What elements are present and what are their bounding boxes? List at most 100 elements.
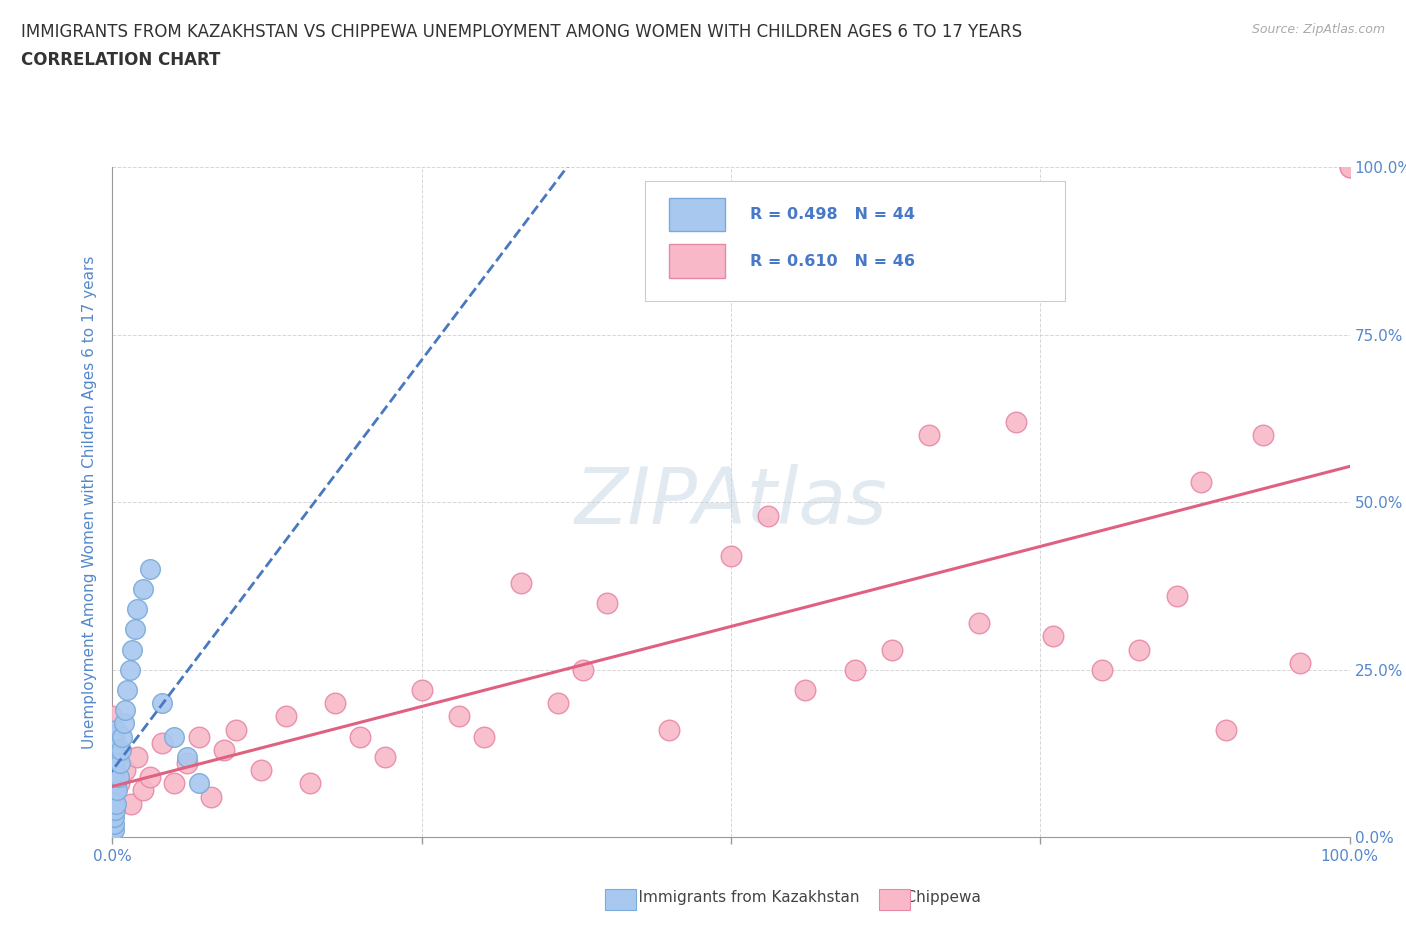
Point [188, 729, 211, 744]
Point [121, 642, 143, 657]
Y-axis label: Unemployment Among Women with Children Ages 6 to 17 years: Unemployment Among Women with Children A… [82, 256, 97, 749]
Point [163, 776, 186, 790]
Point [349, 729, 371, 744]
Point [101, 809, 124, 824]
Point [274, 709, 297, 724]
Point [124, 622, 146, 637]
Point [472, 729, 495, 744]
Point [103, 783, 125, 798]
Point [374, 750, 396, 764]
Bar [669, 245, 725, 278]
Point [112, 716, 135, 731]
Bar [669, 197, 725, 231]
Point [150, 696, 173, 711]
Point [127, 750, 149, 764]
Point [101, 830, 124, 844]
Point [110, 742, 132, 757]
Point [323, 696, 346, 711]
Point [105, 796, 128, 811]
Point [127, 602, 149, 617]
Point [105, 750, 128, 764]
Point [107, 750, 129, 764]
Point [118, 662, 141, 677]
Point [150, 736, 173, 751]
Point [1042, 629, 1064, 644]
Point [1128, 642, 1150, 657]
Point [200, 790, 222, 804]
Point [111, 729, 134, 744]
Point [105, 776, 128, 790]
Text: IMMIGRANTS FROM KAZAKHSTAN VS CHIPPEWA UNEMPLOYMENT AMONG WOMEN WITH CHILDREN AG: IMMIGRANTS FROM KAZAKHSTAN VS CHIPPEWA U… [21, 23, 1022, 41]
Point [103, 742, 125, 757]
Point [138, 562, 160, 577]
Point [132, 783, 155, 798]
Point [176, 750, 198, 764]
Point [107, 783, 129, 798]
Point [101, 803, 124, 817]
Point [104, 803, 127, 817]
Point [120, 796, 142, 811]
Text: CORRELATION CHART: CORRELATION CHART [21, 51, 221, 69]
Point [1339, 160, 1361, 175]
Point [132, 582, 155, 597]
Point [1215, 723, 1237, 737]
Point [107, 776, 129, 790]
Point [114, 702, 136, 717]
Point [114, 763, 136, 777]
Point [212, 742, 235, 757]
Text: R = 0.498   N = 44: R = 0.498 N = 44 [749, 206, 915, 221]
Point [1339, 160, 1361, 175]
Point [1091, 662, 1114, 677]
Point [103, 756, 125, 771]
Point [596, 595, 619, 610]
Point [756, 508, 779, 523]
Point [447, 709, 470, 724]
Point [250, 763, 273, 777]
Point [101, 790, 124, 804]
Point [299, 776, 322, 790]
FancyBboxPatch shape [644, 180, 1066, 301]
Text: Chippewa: Chippewa [886, 890, 980, 905]
Text: Source: ZipAtlas.com: Source: ZipAtlas.com [1251, 23, 1385, 36]
Point [1289, 656, 1312, 671]
Point [101, 817, 124, 831]
Point [103, 769, 125, 784]
Point [104, 763, 127, 777]
Point [163, 729, 186, 744]
Point [103, 809, 125, 824]
Point [107, 769, 129, 784]
Point [108, 756, 131, 771]
Point [103, 796, 125, 811]
Point [225, 723, 247, 737]
Point [411, 683, 433, 698]
Point [188, 776, 211, 790]
Point [103, 729, 125, 744]
Point [1166, 589, 1188, 604]
Point [176, 756, 198, 771]
Point [103, 823, 125, 838]
Point [117, 683, 139, 698]
Point [967, 616, 990, 631]
Point [571, 662, 593, 677]
Point [844, 662, 866, 677]
Point [138, 769, 160, 784]
Point [658, 723, 681, 737]
Point [880, 642, 903, 657]
Point [105, 723, 128, 737]
Point [720, 549, 742, 564]
Point [103, 817, 125, 831]
Text: Immigrants from Kazakhstan: Immigrants from Kazakhstan [619, 890, 859, 905]
Point [794, 683, 817, 698]
Point [104, 736, 127, 751]
Point [1004, 415, 1026, 430]
Point [1189, 474, 1212, 489]
Point [104, 783, 127, 798]
Point [918, 428, 941, 443]
Point [547, 696, 569, 711]
Point [1251, 428, 1274, 443]
Point [101, 823, 124, 838]
Point [509, 575, 531, 590]
Text: ZIPAtlas: ZIPAtlas [575, 464, 887, 540]
Point [101, 776, 124, 790]
Text: R = 0.610   N = 46: R = 0.610 N = 46 [749, 254, 915, 269]
